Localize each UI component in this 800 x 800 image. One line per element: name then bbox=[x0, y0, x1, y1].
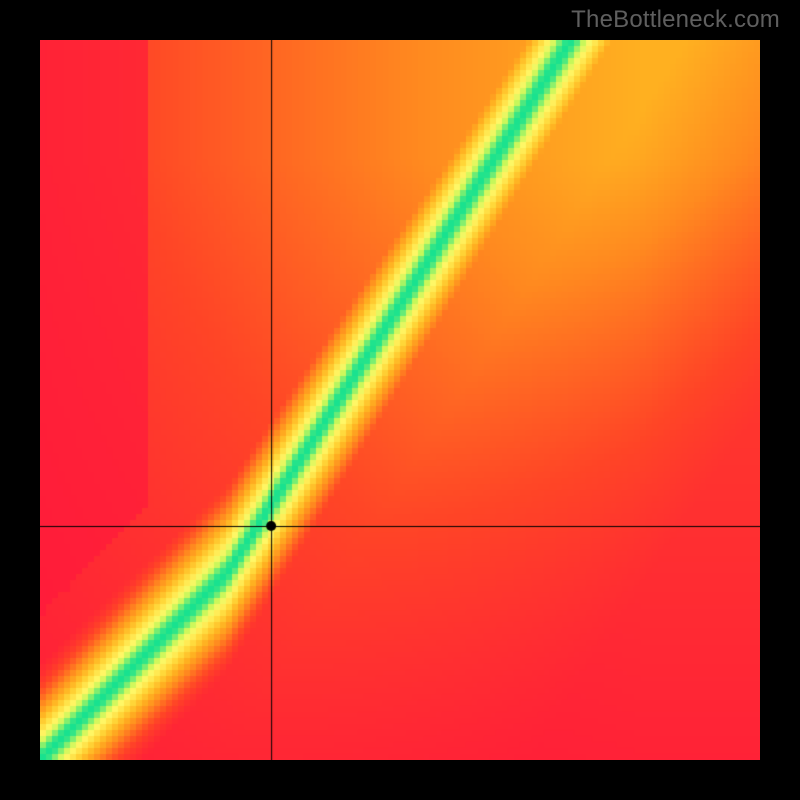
watermark-text: TheBottleneck.com bbox=[571, 6, 780, 34]
chart-frame: TheBottleneck.com bbox=[0, 0, 800, 800]
bottleneck-heatmap bbox=[40, 40, 760, 760]
